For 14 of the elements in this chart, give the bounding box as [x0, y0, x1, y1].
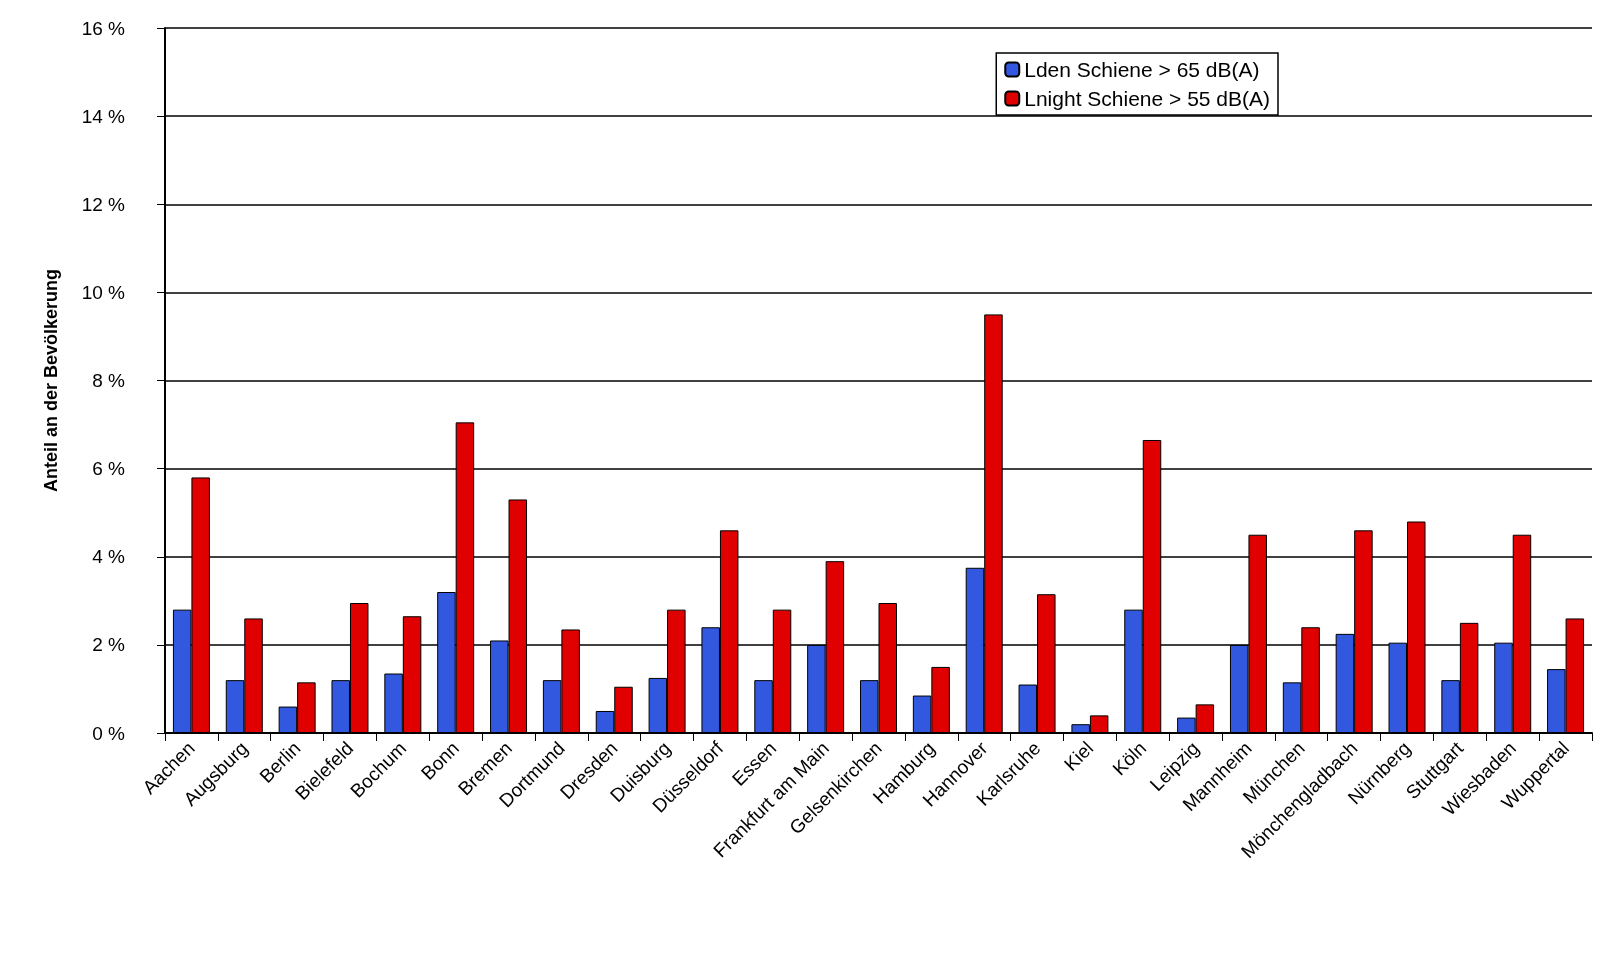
y-tick-label: 6 % [92, 458, 126, 480]
y-tick-label: 12 % [81, 193, 126, 215]
y-tick-label: 4 % [92, 546, 126, 568]
y-tick-label: 0 % [92, 722, 126, 744]
legend-label: Lnight Schiene > 55 dB(A) [1024, 87, 1270, 110]
y-tick-label: 14 % [81, 105, 126, 127]
x-tick-label: Kiel [1060, 737, 1098, 775]
x-tick-label: Köln [1108, 737, 1151, 780]
y-axis-title: Anteil an der Bevölkerung [41, 268, 61, 493]
legend-label: Lden Schiene > 65 dB(A) [1024, 58, 1260, 81]
y-tick-label: 2 % [92, 634, 126, 656]
y-tick-label: 10 % [81, 281, 126, 303]
y-tick-label: 8 % [92, 370, 126, 391]
y-tick-label: 16 % [81, 17, 126, 39]
